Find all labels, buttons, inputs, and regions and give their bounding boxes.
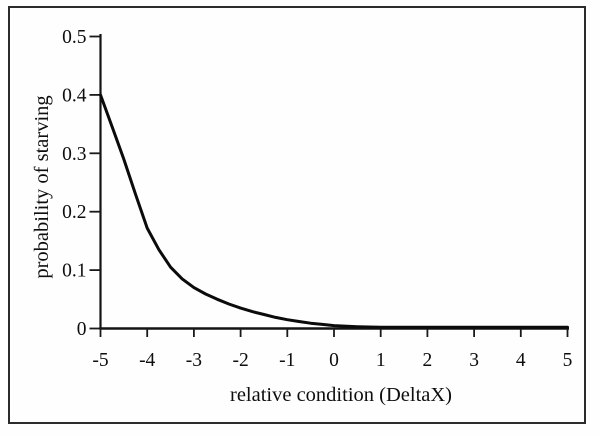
tick-labels: 0 0.1 0.2 0.3 0.4 0.5 -5 -4 -3 -2 -1 0 1 2 3 4 5	[62, 27, 572, 371]
x-tick-label: 0	[329, 350, 339, 371]
ticks	[89, 35, 569, 337]
figure-border	[8, 6, 586, 424]
x-tick-label: -1	[279, 350, 295, 371]
y-tick-label: 0.5	[62, 27, 86, 48]
y-tick-label: 0.2	[62, 202, 86, 223]
probability-curve	[99, 93, 569, 329]
axes	[99, 34, 569, 330]
x-tick-label: 4	[516, 350, 526, 371]
y-tick-label: 0	[77, 319, 87, 340]
y-tick-label: 0.3	[62, 144, 86, 165]
x-tick-label: -4	[139, 350, 155, 371]
x-tick-label: 3	[469, 350, 479, 371]
x-tick-label: -5	[92, 350, 108, 371]
x-tick-label: -3	[186, 350, 202, 371]
x-tick-label: -2	[232, 350, 248, 371]
y-axis-title: probability of starving	[31, 95, 53, 278]
x-axis-title: relative condition (DeltaX)	[230, 384, 452, 406]
x-tick-label: 2	[423, 350, 433, 371]
x-tick-label: 1	[376, 350, 386, 371]
x-tick-label: 5	[563, 350, 573, 371]
y-tick-label: 0.1	[62, 261, 86, 282]
y-tick-label: 0.4	[62, 85, 87, 106]
